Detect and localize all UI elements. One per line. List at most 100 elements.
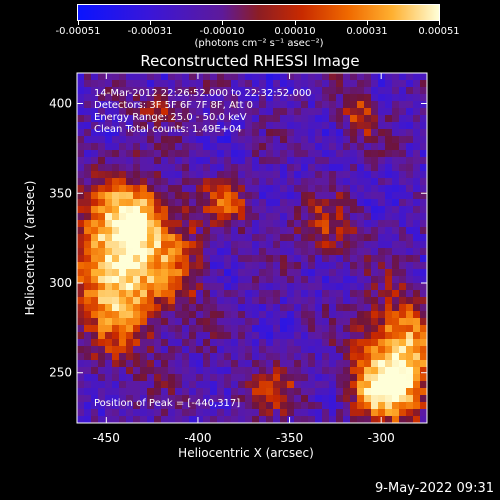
heatmap-cell — [385, 94, 393, 102]
heatmap-cell — [245, 164, 253, 172]
heatmap-cell — [336, 73, 344, 81]
heatmap-cell — [420, 353, 428, 361]
heatmap-cell — [301, 122, 309, 130]
heatmap-cell — [308, 220, 316, 228]
heatmap-cell — [364, 150, 372, 158]
heatmap-cell — [231, 150, 239, 158]
heatmap-cell — [273, 360, 281, 368]
heatmap-cell — [126, 304, 134, 312]
heatmap-cell — [350, 304, 358, 312]
heatmap-cell — [420, 150, 428, 158]
heatmap-cell — [133, 395, 141, 403]
heatmap-cell — [315, 234, 323, 242]
heatmap-cell — [175, 395, 183, 403]
heatmap-cell — [98, 80, 106, 88]
heatmap-cell — [105, 220, 113, 228]
heatmap-cell — [168, 136, 176, 144]
heatmap-cell — [364, 101, 372, 109]
heatmap-cell — [385, 325, 393, 333]
heatmap-cell — [217, 409, 225, 417]
heatmap-cell — [140, 304, 148, 312]
heatmap-cell — [301, 381, 309, 389]
heatmap-cell — [336, 332, 344, 340]
heatmap-cell — [413, 206, 421, 214]
heatmap-cell — [147, 325, 155, 333]
heatmap-cell — [266, 241, 274, 249]
heatmap-cell — [231, 73, 239, 81]
heatmap-cell — [378, 234, 386, 242]
heatmap-cell — [350, 388, 358, 396]
heatmap-cell — [294, 388, 302, 396]
heatmap-cell — [168, 164, 176, 172]
heatmap-cell — [420, 115, 428, 123]
heatmap-cell — [266, 374, 274, 382]
heatmap-cell — [378, 325, 386, 333]
heatmap-cell — [189, 276, 197, 284]
heatmap-cell — [308, 122, 316, 130]
heatmap-cell — [168, 87, 176, 95]
heatmap-cell — [217, 297, 225, 305]
heatmap-cell — [329, 311, 337, 319]
heatmap-cell — [364, 283, 372, 291]
heatmap-cell — [315, 402, 323, 410]
heatmap-cell — [182, 192, 190, 200]
heatmap-cell — [168, 122, 176, 130]
heatmap-cell — [203, 213, 211, 221]
heatmap-cell — [357, 157, 365, 165]
heatmap-cell — [217, 402, 225, 410]
heatmap-cell — [217, 129, 225, 137]
heatmap-cell — [196, 94, 204, 102]
heatmap-cell — [245, 290, 253, 298]
heatmap-cell — [203, 80, 211, 88]
heatmap-cell — [266, 276, 274, 284]
heatmap-cell — [259, 227, 267, 235]
heatmap-cell — [378, 136, 386, 144]
heatmap-cell — [322, 248, 330, 256]
heatmap-cell — [392, 402, 400, 410]
heatmap-cell — [252, 262, 260, 270]
heatmap-cell — [406, 283, 414, 291]
heatmap-cell — [112, 339, 120, 347]
heatmap-cell — [308, 206, 316, 214]
heatmap-cell — [322, 311, 330, 319]
heatmap-cell — [329, 129, 337, 137]
heatmap-cell — [217, 213, 225, 221]
heatmap-cell — [364, 220, 372, 228]
heatmap-cell — [280, 101, 288, 109]
heatmap-cell — [280, 129, 288, 137]
heatmap-cell — [189, 213, 197, 221]
heatmap-cell — [147, 255, 155, 263]
heatmap-cell — [175, 164, 183, 172]
heatmap-cell — [98, 367, 106, 375]
heatmap-cell — [210, 269, 218, 277]
heatmap-cell — [399, 227, 407, 235]
heatmap-cell — [287, 199, 295, 207]
heatmap-cell — [119, 248, 127, 256]
heatmap-cell — [259, 395, 267, 403]
heatmap-cell — [112, 164, 120, 172]
heatmap-cell — [168, 304, 176, 312]
heatmap-cell — [217, 206, 225, 214]
heatmap-cell — [126, 388, 134, 396]
heatmap-cell — [175, 220, 183, 228]
heatmap-cell — [413, 101, 421, 109]
heatmap-cell — [259, 115, 267, 123]
heatmap-cell — [112, 136, 120, 144]
heatmap-cell — [329, 192, 337, 200]
heatmap-cell — [301, 101, 309, 109]
heatmap-cell — [231, 381, 239, 389]
heatmap-cell — [329, 80, 337, 88]
heatmap-cell — [364, 115, 372, 123]
heatmap-cell — [413, 199, 421, 207]
heatmap-cell — [196, 178, 204, 186]
heatmap-cell — [343, 255, 351, 263]
heatmap-cell — [420, 178, 428, 186]
heatmap-cell — [392, 136, 400, 144]
heatmap-cell — [259, 164, 267, 172]
heatmap-cell — [182, 395, 190, 403]
heatmap-cell — [252, 115, 260, 123]
heatmap-cell — [112, 402, 120, 410]
heatmap-cell — [161, 304, 169, 312]
heatmap-cell — [259, 192, 267, 200]
colorbar-tick-mark — [439, 21, 440, 25]
